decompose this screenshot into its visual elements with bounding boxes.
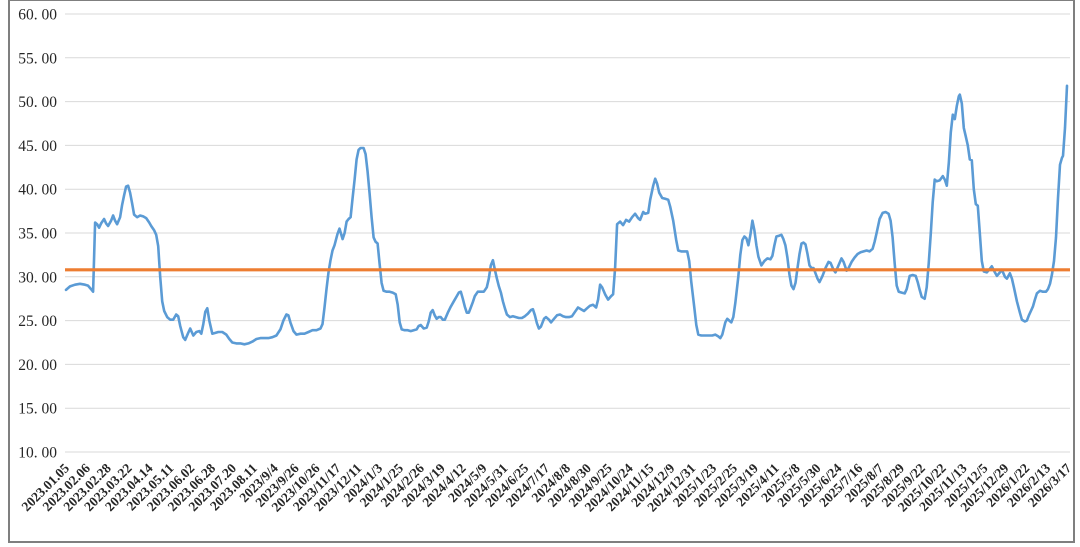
series-line-blue <box>64 84 1069 346</box>
y-tick-label: 40. 00 <box>18 182 57 199</box>
y-tick-label: 60. 00 <box>18 7 57 24</box>
chart-frame <box>8 0 1075 543</box>
y-tick-label: 45. 00 <box>18 138 57 155</box>
chart-border <box>8 0 1075 543</box>
series-lines <box>64 84 1070 346</box>
y-tick-label: 10. 00 <box>18 445 57 462</box>
y-tick-label: 35. 00 <box>18 226 57 243</box>
y-axis-labels: 60. 00 55. 00 50. 00 45. 00 40. 00 35. 00 30. … <box>18 7 57 462</box>
y-tick-label: 55. 00 <box>18 50 57 67</box>
y-tick-label: 25. 00 <box>18 313 57 330</box>
y-tick-label: 50. 00 <box>18 94 57 111</box>
y-tick-label: 30. 00 <box>18 269 57 286</box>
y-tick-label: 20. 00 <box>18 357 57 374</box>
x-axis-labels: 2023.01.052023.02.062023.02.282023.03.22… <box>19 460 1075 514</box>
y-tick-label: 15. 00 <box>18 401 57 418</box>
gridlines <box>65 13 1070 453</box>
